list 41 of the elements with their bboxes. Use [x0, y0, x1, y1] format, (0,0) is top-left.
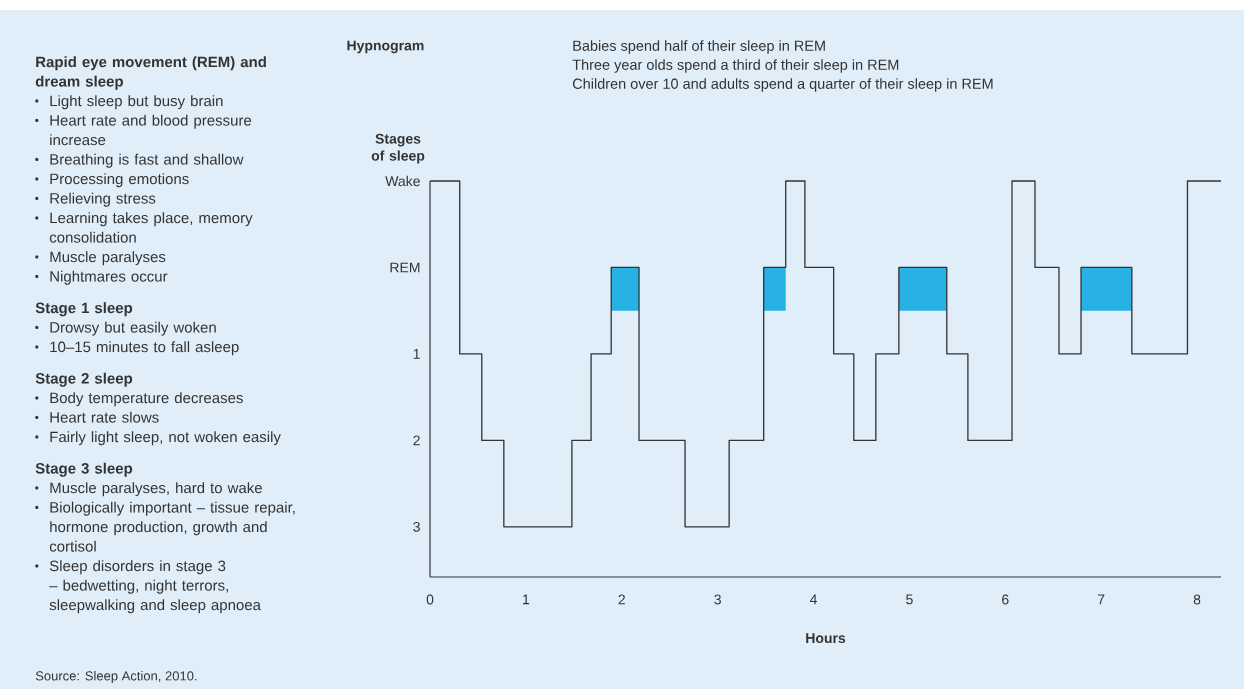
x-tick-label: 7 — [1097, 594, 1105, 605]
text: Processing emotions — [50, 173, 189, 188]
x-tick-label: 8 — [1193, 594, 1201, 605]
text: Body temperature decreases — [50, 392, 243, 407]
x-tick-label: 1 — [523, 594, 530, 605]
y-tick-label: REM — [390, 262, 420, 273]
text: Stage 3 sleep — [35, 462, 133, 477]
x-tick-label: 2 — [618, 594, 625, 605]
text: Light sleep but busy brain — [50, 95, 223, 110]
text: Nightmares occur — [50, 270, 168, 285]
y-tick-label: 1 — [413, 349, 420, 359]
chart-title: Hypnogram — [347, 40, 424, 54]
y-tick-label: 3 — [413, 521, 420, 532]
text: Muscle paralyses — [50, 251, 166, 266]
x-axis-title: Hours — [806, 633, 846, 644]
x-tick-label: 5 — [906, 594, 913, 605]
source-note: Source: Sleep Action, 2010. — [35, 670, 197, 684]
x-tick-label: 0 — [426, 594, 434, 605]
text: Children over 10 and adults spend a quarter of their sleep in REM — [572, 78, 993, 92]
text: Stage 1 sleep — [35, 302, 133, 317]
text: Relieving stress — [50, 192, 156, 207]
text: Biologically important – tissue repair, hormone production, growth and cortisol — [49, 501, 295, 552]
text: 10–15 minutes to fall asleep — [50, 341, 239, 356]
text: Heart rate slows — [50, 411, 159, 423]
x-tick-label: 4 — [809, 594, 818, 605]
x-tick-label: 6 — [1002, 594, 1009, 605]
text: Muscle paralyses, hard to wake — [50, 482, 262, 497]
text: Drowsy but easily woken — [50, 321, 216, 336]
y-tick-label: Wake — [385, 175, 420, 187]
text: Learning takes place, memory consolidation — [49, 212, 253, 243]
text: Babies spend half of their sleep in REM — [573, 40, 825, 54]
text: Heart rate and blood pressure increase — [50, 114, 252, 146]
text: Fairly light sleep, not woken easily — [50, 431, 281, 446]
text: Three year olds spend a third of their sleep in REM — [572, 59, 899, 73]
text: Rapid eye movement (REM) and dream sleep — [35, 56, 266, 90]
text: Sleep disorders in stage 3 – bedwetting, night terrors, sleepwalking and sleep apnoea — [49, 560, 261, 614]
y-tick-label: 2 — [413, 435, 420, 446]
x-tick-label: 3 — [714, 594, 721, 605]
text: Breathing is fast and shallow — [50, 153, 244, 168]
text: Stage 2 sleep — [35, 372, 133, 387]
y-axis-title: Stages of sleep — [371, 133, 425, 164]
